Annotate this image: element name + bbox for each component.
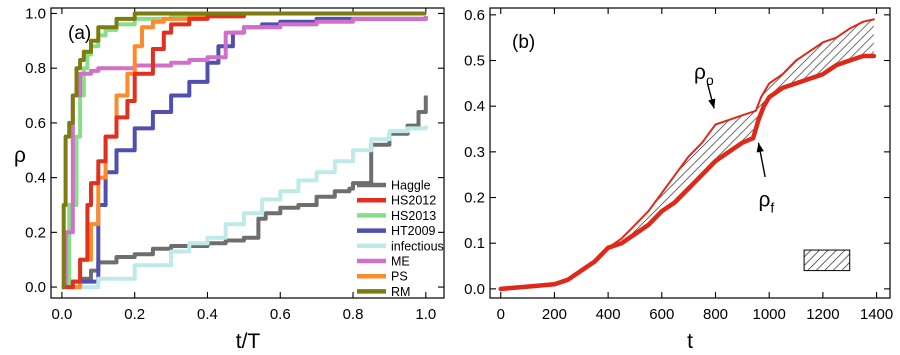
x-tick-label: 0.4 xyxy=(197,306,218,323)
annotation-arrow-head xyxy=(756,142,764,153)
series-line-me xyxy=(61,16,428,290)
panel-b-annotations: ρo ρf xyxy=(694,61,774,216)
x-tick-label: 1400 xyxy=(860,306,893,323)
x-tick-label: 400 xyxy=(596,306,621,323)
panel-b: 0 200 400 600 800 1000 1200 1400 0.0 0.1 0.2 0.3 0.4… xyxy=(464,7,893,353)
y-tick-label: 0.4 xyxy=(25,170,46,187)
x-tick-label: 0.2 xyxy=(124,306,145,323)
y-tick-label: 0.3 xyxy=(464,144,485,161)
y-tick-label: 0.1 xyxy=(464,235,485,252)
y-tick-label: 0.6 xyxy=(464,7,485,24)
y-tick-label: 0.0 xyxy=(464,281,485,298)
legend-label-hs2012: HS2012 xyxy=(391,194,436,208)
y-tick-label: 0.0 xyxy=(25,279,46,296)
panel-a: 0.0 0.2 0.4 0.6 0.8 1.0 0.0 0.2 0.4 0.6 0.8 1.0 (a)… xyxy=(14,5,445,353)
series-line-infectious xyxy=(61,125,428,290)
panel-b-lines xyxy=(498,18,877,292)
legend-label-rm: RM xyxy=(391,285,410,299)
y-tick-label: 0.4 xyxy=(464,98,485,115)
x-tick-label: 800 xyxy=(703,306,728,323)
annotation-rho-o: ρo xyxy=(694,61,714,88)
panel-a-ticks: 0.0 0.2 0.4 0.6 0.8 1.0 0.0 0.2 0.4 0.6 0.8 1.0 xyxy=(25,5,444,323)
hatched-legend-box xyxy=(803,249,851,272)
y-tick-label: 0.6 xyxy=(25,115,46,132)
x-tick-label: 200 xyxy=(542,306,567,323)
panel-a-frame xyxy=(50,7,445,299)
x-tick-label: 0.8 xyxy=(343,306,364,323)
annotation-rho-f: ρf xyxy=(758,189,774,216)
series-line-hs2012 xyxy=(61,11,426,290)
y-tick-label: 1.0 xyxy=(25,5,46,22)
panel-a-lines xyxy=(61,11,428,290)
legend-label-ps: PS xyxy=(391,270,408,284)
panel-a-label: (a) xyxy=(68,23,91,44)
panel-a-x-axis-label: t/T xyxy=(236,330,261,353)
y-tick-label: 0.2 xyxy=(464,190,485,207)
legend-label-ht2009: HT2009 xyxy=(391,224,436,238)
x-tick-label: 0.6 xyxy=(270,306,291,323)
panel-b-ticks: 0 200 400 600 800 1000 1200 1400 0.0 0.1 0.2 0.3 0.4… xyxy=(464,7,893,323)
y-tick-label: 0.8 xyxy=(25,60,46,77)
x-tick-label: 1200 xyxy=(806,306,839,323)
legend-label-me: ME xyxy=(391,255,410,269)
panel-b-x-axis-label: t xyxy=(687,330,693,353)
panel-b-frame xyxy=(489,7,891,299)
y-tick-label: 0.2 xyxy=(25,224,46,241)
x-tick-label: 0 xyxy=(497,306,505,323)
legend-label-hs2013: HS2013 xyxy=(391,209,436,223)
panel-b-label: (b) xyxy=(512,32,535,53)
annotation-arrow-head xyxy=(708,98,716,109)
series-line-rho-f xyxy=(498,53,877,292)
series-line-rm xyxy=(61,11,426,290)
legend-label-infectious: infectious xyxy=(391,239,444,253)
x-tick-label: 0.0 xyxy=(51,306,72,323)
y-tick-label: 0.5 xyxy=(464,53,485,70)
panel-a-y-axis-label: ρ xyxy=(14,144,26,167)
series-line-ps xyxy=(61,11,426,290)
panel-b-hatched-region xyxy=(500,19,874,289)
hatched-area xyxy=(500,19,874,289)
x-tick-label: 1000 xyxy=(753,306,786,323)
x-tick-label: 1.0 xyxy=(415,306,436,323)
legend-label-haggle: Haggle xyxy=(391,179,431,193)
x-tick-label: 600 xyxy=(649,306,674,323)
